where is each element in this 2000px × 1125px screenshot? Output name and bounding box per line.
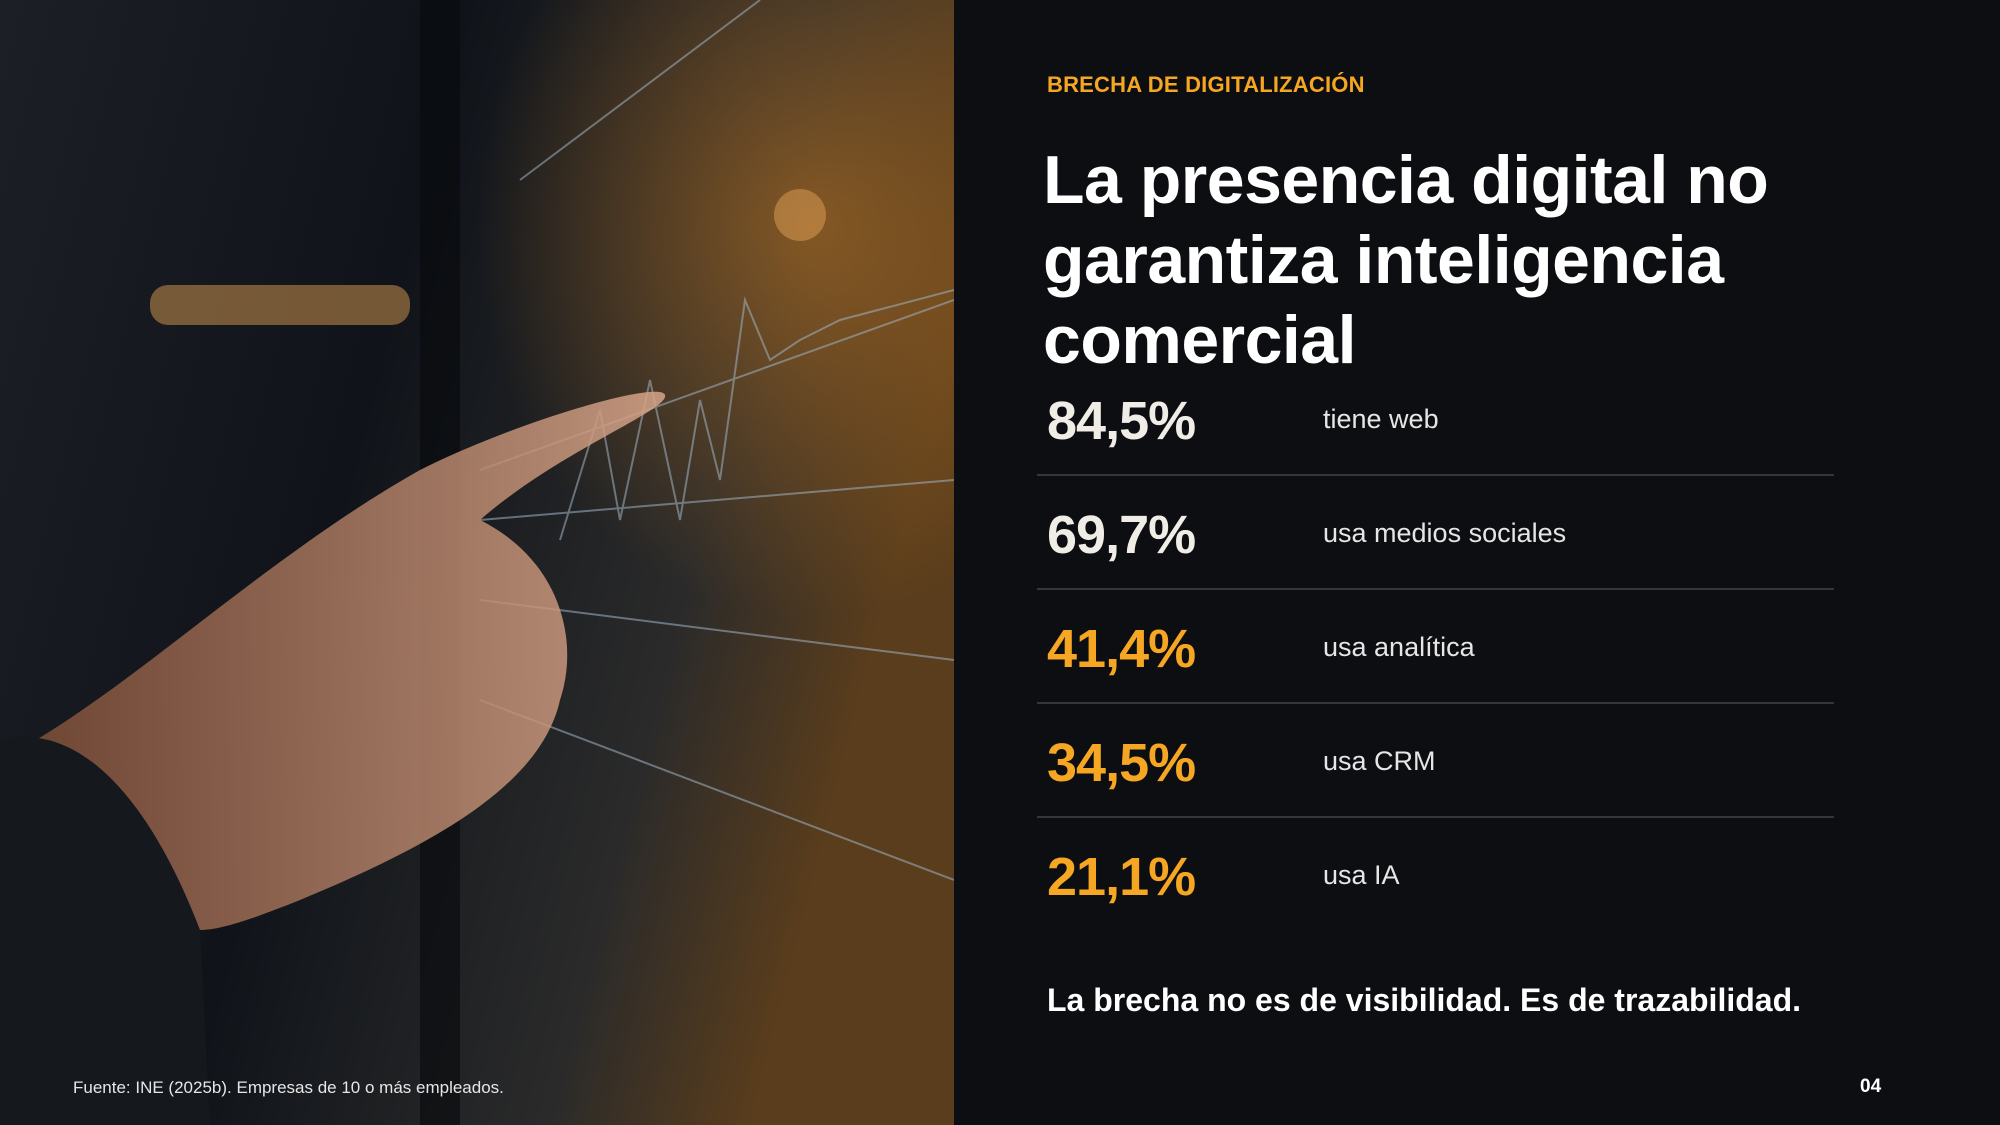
content-panel: [954, 0, 2000, 1125]
source-note: Fuente: INE (2025b). Empresas de 10 o má…: [73, 1078, 504, 1097]
stat-value: 69,7%: [1047, 505, 1196, 565]
stat-label: usa analítica: [1323, 632, 1475, 662]
page-number: 04: [1860, 1076, 1882, 1097]
stat-value: 84,5%: [1047, 391, 1196, 451]
stat-row: 41,4% usa analítica: [1037, 590, 1834, 704]
stat-label: tiene web: [1323, 404, 1439, 434]
stat-value: 34,5%: [1047, 733, 1196, 793]
conclusion: La brecha no es de visibilidad. Es de tr…: [1047, 982, 1801, 1018]
photo: [0, 0, 954, 1125]
stat-label: usa IA: [1323, 860, 1400, 890]
slide-title: La presencia digital no garantiza inteli…: [1043, 142, 1769, 378]
eyebrow: BRECHA DE DIGITALIZACIÓN: [1047, 72, 1365, 97]
stat-row: 34,5% usa CRM: [1037, 704, 1834, 818]
stat-label: usa CRM: [1323, 746, 1436, 776]
stats-list: 84,5% tiene web 69,7% usa medios sociales 41…: [1037, 362, 1834, 930]
stat-row: 84,5% tiene web: [1037, 362, 1834, 476]
stat-label: usa medios sociales: [1323, 518, 1567, 548]
stat-value: 41,4%: [1047, 619, 1196, 679]
stat-row: 69,7% usa medios sociales: [1037, 476, 1834, 590]
stat-value: 21,1%: [1047, 847, 1196, 907]
stat-row: 21,1% usa IA: [1037, 818, 1834, 930]
